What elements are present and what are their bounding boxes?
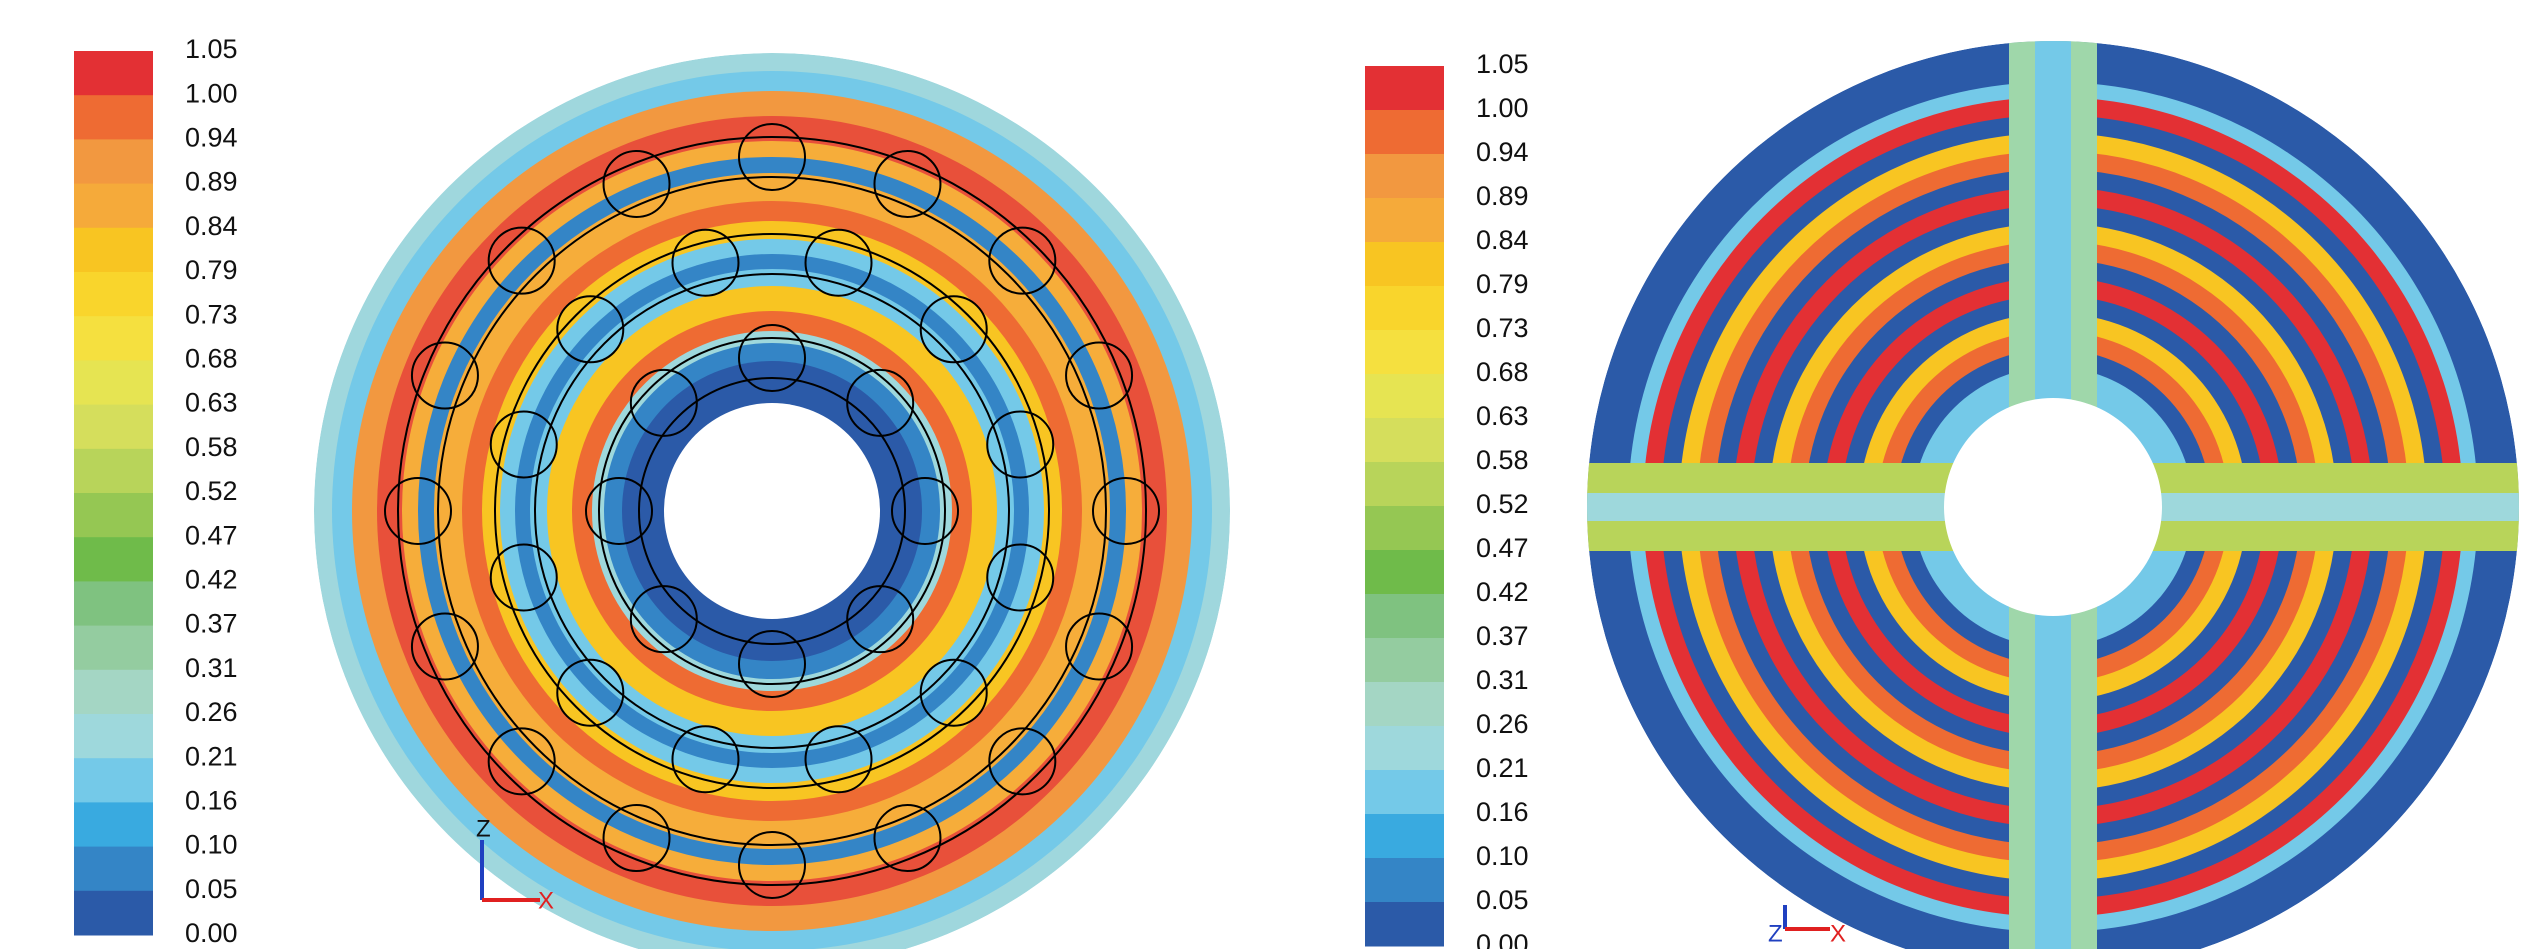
- colorbar-label: 0.16: [185, 786, 238, 816]
- inner-hole: [1944, 398, 2162, 616]
- colorbar-label: 0.52: [1476, 489, 1529, 519]
- colorbar-band: [74, 405, 153, 450]
- colorbar-band: [1365, 198, 1444, 243]
- colorbar-label: 0.42: [1476, 577, 1529, 607]
- colorbar-label: 0.73: [1476, 313, 1529, 343]
- inner-hole: [664, 403, 880, 619]
- colorbar-label: 0.94: [185, 123, 238, 153]
- colorbar-band: [1365, 418, 1444, 463]
- colorbar-band: [74, 670, 153, 715]
- colorbar-band: [1365, 506, 1444, 551]
- colorbar-band: [74, 95, 153, 140]
- colorbar-band: [1365, 638, 1444, 683]
- z-axis-label: Z: [476, 815, 491, 842]
- colorbar-label: 0.47: [185, 520, 238, 550]
- colorbar-band: [1365, 858, 1444, 903]
- colorbar-band: [74, 184, 153, 229]
- colorbar-band: [74, 802, 153, 847]
- colorbar-label: 1.00: [1476, 93, 1529, 123]
- colorbar-label: 0.00: [185, 918, 238, 948]
- colorbar-band: [1365, 770, 1444, 815]
- figure: Z X Z X 1.05 1.00 0.94 0.89 0.84 0.79 0.73 0.68…: [0, 0, 2521, 949]
- left-contour-plot: [314, 53, 1230, 949]
- page: Z X Z X 1.05 1.00 0.94 0.89 0.84 0.79 0.73 0.68…: [0, 0, 2521, 949]
- colorbar-band: [74, 714, 153, 759]
- colorbar-label: 0.94: [1476, 137, 1529, 167]
- colorbar-band: [1365, 286, 1444, 331]
- colorbar-band: [1365, 110, 1444, 155]
- colorbar-band: [74, 316, 153, 361]
- colorbar-band: [74, 581, 153, 626]
- colorbar-label: 0.21: [1476, 753, 1529, 783]
- colorbar-label: 0.89: [185, 167, 238, 197]
- colorbar-band: [74, 493, 153, 538]
- x-axis-label: X: [538, 887, 554, 914]
- colorbar-label: 0.79: [1476, 269, 1529, 299]
- colorbar-band: [1365, 682, 1444, 727]
- colorbar-label: 0.37: [185, 609, 238, 639]
- colorbar-label: 0.42: [185, 565, 238, 595]
- colorbar-band: [1365, 726, 1444, 771]
- colorbar-label: 0.26: [1476, 709, 1529, 739]
- colorbar-band: [1365, 154, 1444, 199]
- colorbar-band: [1365, 814, 1444, 859]
- colorbar-label: 0.05: [1476, 885, 1529, 915]
- colorbar-label: 0.21: [185, 741, 238, 771]
- right-contour-plot: [1580, 0, 2521, 949]
- colorbar-label: 0.00: [1476, 929, 1529, 949]
- colorbar-band: [1365, 902, 1444, 947]
- colorbar: 1.05 1.00 0.94 0.89 0.84 0.79 0.73 0.68 0.63 0.58…: [1365, 49, 1529, 949]
- colorbar-label: 0.58: [1476, 445, 1529, 475]
- colorbar-label: 0.37: [1476, 621, 1529, 651]
- colorbar-label: 0.47: [1476, 533, 1529, 563]
- colorbar-label: 0.16: [1476, 797, 1529, 827]
- colorbar-band: [1365, 66, 1444, 111]
- colorbar-label: 0.31: [185, 653, 238, 683]
- colorbar-band: [74, 449, 153, 494]
- colorbar-band: [74, 272, 153, 317]
- colorbar-label: 0.89: [1476, 181, 1529, 211]
- colorbar-band: [74, 537, 153, 582]
- colorbar-band: [1365, 462, 1444, 507]
- colorbar-label: 0.10: [1476, 841, 1529, 871]
- colorbar-label: 1.05: [185, 34, 238, 64]
- colorbar-band: [74, 228, 153, 273]
- colorbar-label: 0.26: [185, 697, 238, 727]
- colorbar-band: [1365, 594, 1444, 639]
- colorbar-label: 0.73: [185, 299, 238, 329]
- colorbar-label: 0.58: [185, 432, 238, 462]
- colorbar-label: 0.05: [185, 874, 238, 904]
- colorbar-band: [1365, 242, 1444, 287]
- colorbar-band: [74, 139, 153, 184]
- colorbar-band: [74, 847, 153, 892]
- colorbar-label: 0.68: [185, 344, 238, 374]
- colorbar: 1.05 1.00 0.94 0.89 0.84 0.79 0.73 0.68 0.63 0.58…: [74, 34, 238, 948]
- x-axis-label: X: [1830, 920, 1846, 947]
- colorbar-label: 1.00: [185, 78, 238, 108]
- colorbar-label: 0.84: [1476, 225, 1529, 255]
- z-axis-label: Z: [1768, 920, 1783, 947]
- colorbar-label: 0.31: [1476, 665, 1529, 695]
- colorbar-band: [74, 626, 153, 671]
- colorbar-label: 0.63: [185, 388, 238, 418]
- colorbar-label: 0.63: [1476, 401, 1529, 431]
- colorbar-band: [74, 758, 153, 803]
- colorbar-band: [1365, 330, 1444, 375]
- colorbar-label: 0.84: [185, 211, 238, 241]
- colorbar-label: 0.79: [185, 255, 238, 285]
- colorbar-band: [1365, 550, 1444, 595]
- colorbar-label: 0.10: [185, 830, 238, 860]
- colorbar-band: [74, 51, 153, 96]
- colorbar-band: [1365, 374, 1444, 419]
- colorbar-band: [74, 360, 153, 405]
- colorbar-label: 0.68: [1476, 357, 1529, 387]
- colorbar-label: 0.52: [185, 476, 238, 506]
- colorbar-label: 1.05: [1476, 49, 1529, 79]
- colorbar-band: [74, 891, 153, 936]
